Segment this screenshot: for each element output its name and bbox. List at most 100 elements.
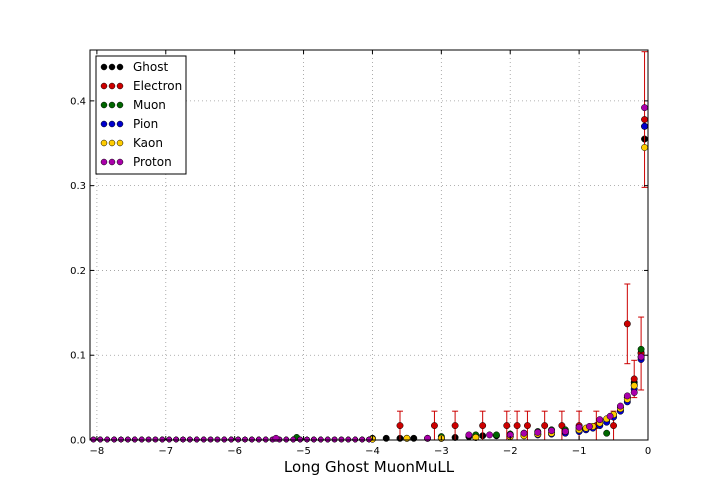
data-point	[235, 436, 241, 443]
legend-entry-electron: Electron	[100, 79, 182, 93]
data-point	[534, 428, 542, 436]
data-point	[523, 422, 531, 430]
legend-marker	[108, 158, 116, 166]
data-point	[173, 436, 179, 443]
legend: Ghost Electron Muon Pion Kaon Proton	[95, 55, 187, 175]
data-point	[630, 382, 638, 390]
data-point	[465, 431, 473, 439]
data-point	[249, 436, 255, 443]
legend-entry-pion: Pion	[100, 117, 158, 131]
data-point	[104, 436, 111, 443]
data-point	[513, 422, 521, 430]
data-point	[131, 436, 138, 443]
data-point	[451, 422, 459, 430]
legend-label: Muon	[133, 98, 166, 112]
data-point	[606, 412, 614, 420]
legend-marker	[116, 120, 124, 128]
y-tick-label: 0.1	[70, 351, 86, 362]
legend-marker	[100, 120, 108, 128]
data-point	[637, 345, 645, 353]
data-point	[290, 436, 297, 443]
data-point	[331, 436, 338, 443]
y-tick-label: 0.2	[70, 266, 86, 277]
data-point	[520, 429, 528, 437]
data-point	[180, 436, 186, 443]
data-point	[228, 436, 235, 443]
data-point	[200, 436, 207, 443]
data-point	[503, 422, 511, 430]
legend-label: Electron	[133, 79, 182, 93]
data-point	[193, 436, 200, 443]
legend-marker	[108, 63, 116, 71]
legend-marker	[116, 82, 124, 90]
y-tick-label: 0.0	[70, 436, 86, 447]
data-point	[125, 436, 131, 443]
data-point	[541, 422, 549, 430]
x-tick-label: −2	[503, 446, 518, 457]
data-point	[472, 434, 480, 441]
x-tick-label: −1	[572, 446, 587, 457]
data-point	[410, 434, 418, 442]
series-kaon	[90, 144, 649, 443]
legend-marker	[116, 139, 124, 147]
legend-marker	[108, 82, 116, 90]
legend-marker	[116, 158, 124, 166]
data-point	[111, 436, 117, 443]
data-point	[152, 436, 159, 443]
x-tick-label: 0	[645, 446, 651, 457]
data-point	[641, 104, 649, 112]
data-point	[641, 116, 649, 123]
x-tick-label: −4	[365, 446, 380, 457]
legend-label: Ghost	[133, 60, 168, 74]
x-tick-label: −8	[90, 446, 105, 457]
data-point	[623, 392, 631, 400]
data-point	[492, 431, 500, 439]
legend-entry-proton: Proton	[100, 155, 172, 169]
x-tick-label: −7	[158, 446, 173, 457]
legend-label: Pion	[133, 117, 158, 131]
data-point	[396, 422, 404, 430]
x-axis-title: Long Ghost MuonMuLL	[284, 458, 455, 476]
data-point	[272, 434, 280, 442]
data-point	[159, 436, 166, 443]
data-point	[603, 429, 611, 437]
data-point	[145, 436, 152, 443]
data-point	[187, 436, 193, 443]
data-point	[283, 436, 290, 443]
x-tick-label: −6	[227, 446, 242, 457]
legend-label: Proton	[133, 155, 172, 169]
data-point	[138, 436, 145, 443]
data-point	[596, 416, 604, 424]
data-point	[403, 434, 411, 442]
data-point	[575, 423, 583, 431]
data-point	[610, 422, 618, 430]
legend-entry-kaon: Kaon	[100, 136, 163, 150]
axis-ticks: −8 −7 −6 −5 −4 −3 −2 −1 0 0.0 0.1 0.2 0.3 0.4	[70, 50, 651, 457]
legend-marker	[100, 139, 108, 147]
y-tick-label: 0.4	[70, 96, 86, 107]
data-point	[548, 427, 556, 435]
data-point	[630, 375, 638, 383]
data-point	[242, 436, 248, 443]
data-point	[366, 436, 372, 443]
data-point	[486, 431, 494, 439]
data-point	[90, 436, 97, 443]
data-point	[430, 422, 438, 430]
legend-marker	[108, 101, 116, 109]
data-point	[214, 436, 221, 443]
data-point	[623, 320, 631, 328]
data-point	[352, 436, 359, 443]
data-point	[118, 436, 124, 443]
data-point	[338, 436, 345, 443]
plot-frame	[89, 49, 649, 441]
data-point	[585, 422, 593, 430]
data-point	[641, 144, 649, 151]
data-point	[424, 434, 432, 442]
data-point	[317, 436, 324, 443]
legend-marker	[100, 63, 108, 71]
y-tick-label: 0.3	[70, 181, 86, 192]
data-point	[262, 436, 269, 443]
legend-entry-ghost: Ghost	[100, 60, 168, 74]
x-tick-label: −3	[434, 446, 449, 457]
